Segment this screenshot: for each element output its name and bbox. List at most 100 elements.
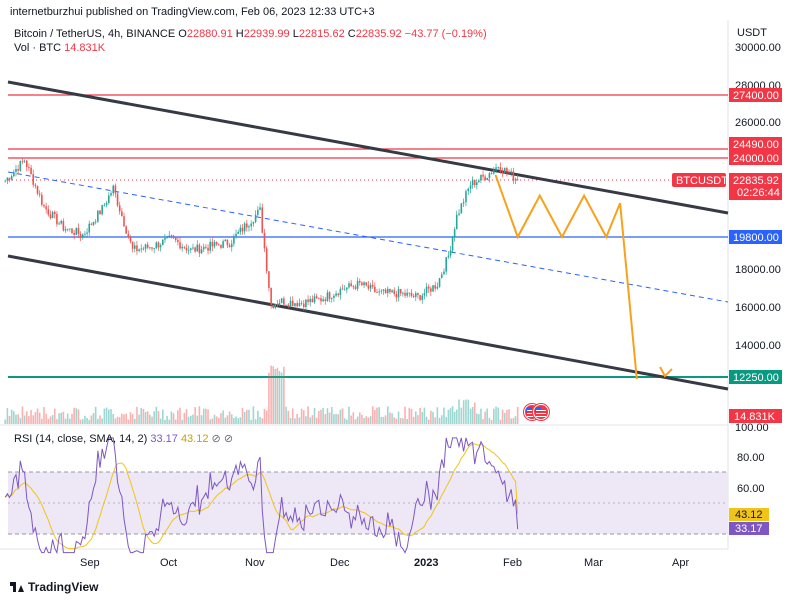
candle-body	[294, 303, 296, 306]
price-tick-18000: 18000.00	[735, 264, 781, 276]
candle-body	[69, 228, 71, 230]
volume-bar	[490, 419, 493, 424]
volume-bar	[198, 406, 201, 424]
volume-bar	[228, 411, 231, 424]
candle-body	[506, 168, 508, 173]
rsi-indicator-label[interactable]: RSI (14, close, SMA, 14, 2)	[14, 433, 148, 445]
price-tick-26000: 26000.00	[735, 117, 781, 129]
volume-bar	[462, 400, 465, 424]
candle-body	[365, 282, 368, 286]
volume-bar	[220, 413, 222, 424]
volume-bar	[183, 412, 186, 424]
volume-bar	[192, 414, 194, 424]
candle-body	[43, 204, 45, 207]
tradingview-logo[interactable]: TradingView	[10, 580, 98, 594]
channel-midline[interactable]	[7, 171, 729, 303]
candle-body	[369, 284, 372, 289]
level-tag-19800-bg	[729, 230, 782, 244]
candle-body	[215, 242, 218, 245]
candle-body	[88, 223, 91, 233]
volume-bar	[97, 418, 99, 424]
candle-body	[315, 296, 318, 298]
volume-bar	[270, 365, 272, 424]
candle-body	[341, 288, 344, 290]
time-tick-oct: Oct	[160, 557, 177, 569]
candle-body	[56, 213, 58, 225]
candle-body	[423, 293, 426, 296]
candle-body	[514, 179, 517, 181]
volume-bar	[414, 411, 417, 424]
volume-value: 14.831K	[64, 42, 106, 54]
time-tick-sep: Sep	[80, 557, 100, 569]
volume-bar	[246, 409, 248, 424]
volume-bar	[274, 368, 277, 424]
candle-body	[230, 243, 233, 248]
volume-bar	[159, 418, 162, 424]
candle-body	[196, 244, 199, 252]
volume-bar	[261, 418, 264, 424]
channel-lower-line[interactable]	[7, 254, 729, 391]
volume-bar	[62, 411, 65, 424]
candle-body	[378, 291, 380, 293]
volume-bar	[296, 413, 298, 424]
candle-body	[13, 171, 15, 177]
candle-body	[8, 177, 11, 180]
candle-body	[328, 292, 331, 299]
volume-bar	[15, 414, 17, 424]
volume-bar	[305, 416, 307, 424]
candle-body	[467, 188, 470, 192]
candle-body	[81, 234, 84, 237]
candle-body	[6, 177, 9, 181]
volume-bar	[318, 411, 320, 424]
candle-body	[138, 249, 140, 251]
volume-bar	[352, 412, 355, 424]
candle-body	[445, 257, 447, 272]
candle-body	[453, 229, 456, 238]
candle-body	[414, 293, 417, 297]
candle-body	[261, 207, 264, 233]
volume-bar	[237, 418, 239, 424]
channel-upper-line[interactable]	[7, 80, 729, 215]
candle-body	[92, 221, 95, 225]
candle-body	[62, 221, 65, 231]
candle-body	[99, 210, 101, 215]
candle-body	[440, 274, 443, 279]
volume-bar	[177, 410, 179, 424]
volume-bar	[263, 408, 266, 424]
candle-body	[352, 286, 355, 288]
volume-bar	[417, 415, 419, 424]
volume-bar	[194, 407, 196, 424]
candle-body	[280, 298, 283, 303]
close-value: 22835.92	[355, 28, 402, 40]
candle-body	[103, 204, 106, 206]
candle-body	[436, 286, 439, 289]
candle-body	[172, 235, 175, 238]
hidden-icon[interactable]: ⊘	[223, 433, 234, 445]
level-tag-12250: 12250.00	[733, 372, 779, 384]
hidden-icon[interactable]: ⊘	[211, 433, 221, 445]
candle-body	[512, 171, 515, 181]
candle-body	[121, 211, 123, 217]
candle-body	[140, 248, 143, 250]
candle-body	[393, 290, 396, 294]
candle-body	[406, 292, 408, 296]
volume-bar	[283, 366, 285, 424]
projection-path[interactable]	[494, 174, 638, 380]
level-tag-12250-bg	[729, 370, 782, 384]
candle-body	[47, 209, 50, 215]
volume-label[interactable]: Vol · BTC	[14, 42, 62, 54]
volume-bar	[51, 415, 54, 424]
candle-body	[129, 237, 132, 242]
candle-body	[112, 185, 115, 194]
symbol-label[interactable]: Bitcoin / TetherUS, 4h, BINANCE	[14, 28, 176, 40]
volume-bar	[440, 415, 443, 424]
us-event-flag-icon[interactable]	[533, 404, 549, 420]
volume-bar	[196, 415, 199, 424]
volume-bar	[445, 417, 447, 424]
price-tick-30000: 30000.00	[735, 42, 781, 54]
candle-body	[177, 240, 179, 243]
candle-body	[346, 287, 348, 290]
volume-bar	[348, 406, 350, 424]
volume-bar	[386, 406, 389, 424]
